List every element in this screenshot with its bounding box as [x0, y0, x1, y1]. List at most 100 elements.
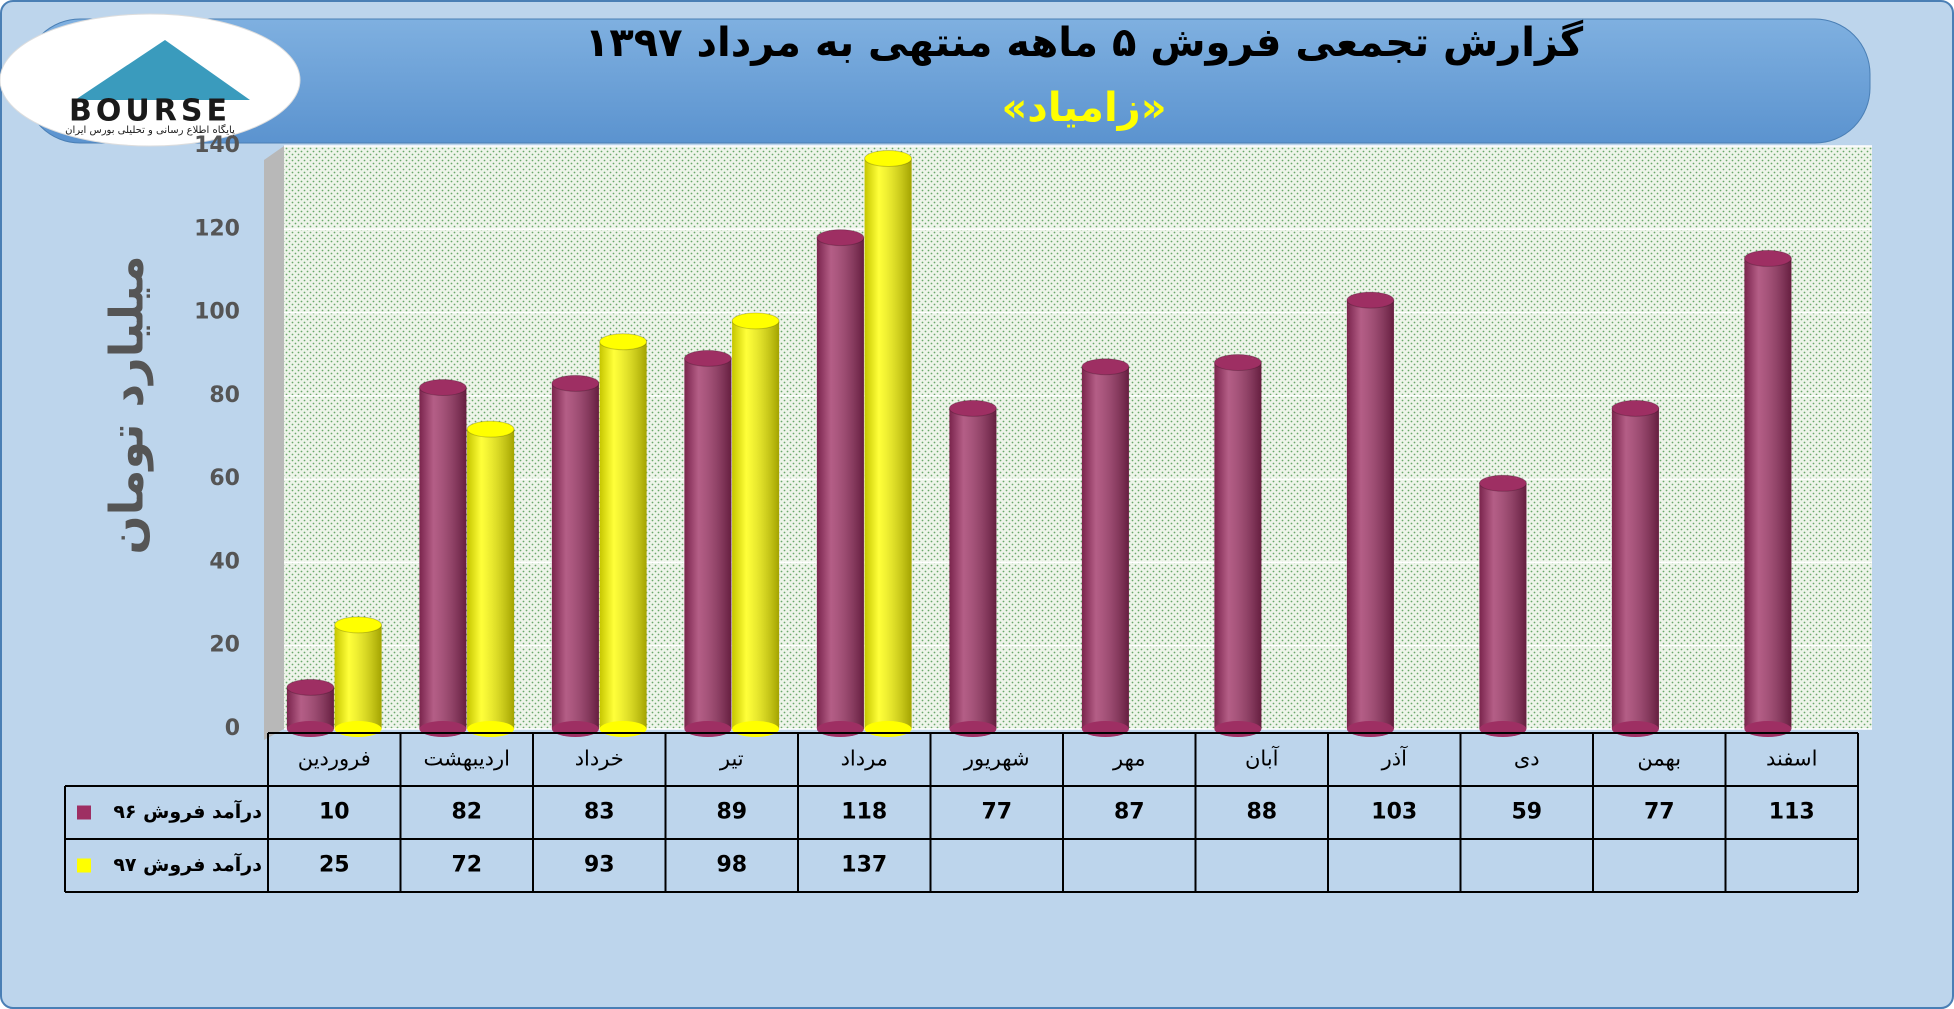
bar-top	[1743, 249, 1792, 267]
bar-shade	[816, 237, 864, 729]
plot-area	[284, 146, 1872, 729]
bar-base	[467, 721, 515, 737]
y-axis-label: میلیارد تومان	[100, 255, 154, 554]
table-value: 77	[981, 800, 1012, 825]
bar-shade	[732, 320, 780, 729]
bar-shade	[949, 408, 997, 729]
bar-shade	[1744, 258, 1792, 729]
y-tick-label: 100	[194, 300, 240, 325]
y-tick-label: 80	[209, 383, 240, 408]
chart-title: گزارش تجمعی فروش ۵ ماهه منتهی به مرداد ۱…	[585, 19, 1584, 66]
bar-shade	[334, 624, 382, 729]
bar-top	[1213, 354, 1262, 372]
bar-top	[731, 312, 780, 330]
bar-base	[1479, 721, 1527, 737]
table-value: 59	[1511, 800, 1542, 825]
bar-shade	[551, 383, 599, 729]
chart-subtitle: «زامیاد»	[1001, 85, 1166, 131]
bar-base	[732, 721, 780, 737]
x-tick-label: دی	[1514, 747, 1540, 771]
x-tick-label: تیر	[719, 747, 744, 771]
bar-top	[1478, 474, 1527, 492]
x-tick-label: آبان	[1245, 746, 1280, 771]
side-wall	[264, 146, 284, 740]
bar-base	[286, 721, 334, 737]
y-tick-label: 140	[194, 133, 240, 158]
x-tick-label: مرداد	[841, 747, 888, 771]
bar-top	[334, 616, 383, 634]
bar-base	[1081, 721, 1129, 737]
bar-shade	[684, 358, 732, 729]
legend-label: درآمد فروش ۹۷	[113, 852, 262, 876]
bar-base	[864, 721, 912, 737]
x-tick-label: مهر	[1112, 747, 1146, 771]
y-tick-label: 120	[194, 216, 240, 241]
bar-shade	[864, 158, 912, 729]
bar-base	[684, 721, 732, 737]
table-value: 98	[716, 853, 747, 878]
bar-shade	[1214, 362, 1262, 729]
bar-top	[816, 229, 865, 247]
bar-shade	[1346, 300, 1394, 729]
table-value: 89	[716, 800, 747, 825]
bar-top	[418, 379, 467, 397]
y-tick-label: 0	[225, 716, 240, 741]
y-tick-label: 20	[209, 633, 240, 658]
table-value: 87	[1114, 800, 1145, 825]
bar-base	[1346, 721, 1394, 737]
bar-top	[948, 399, 997, 417]
bar-top	[1081, 358, 1130, 376]
table-value: 113	[1769, 800, 1815, 825]
table-value: 82	[451, 800, 482, 825]
bar-shade	[1611, 408, 1659, 729]
bar-base	[419, 721, 467, 737]
bar-shade	[1081, 366, 1129, 729]
bar-top	[683, 349, 732, 367]
bar-shade	[599, 341, 647, 729]
x-tick-label: آذر	[1381, 746, 1408, 771]
x-tick-label: اردیبهشت	[423, 747, 510, 771]
bar-base	[949, 721, 997, 737]
table-value: 118	[841, 800, 887, 825]
bar-base	[551, 721, 599, 737]
bar-base	[334, 721, 382, 737]
legend-label: درآمد فروش ۹۶	[113, 799, 262, 823]
bar-shade	[419, 387, 467, 729]
bar-top	[466, 420, 515, 438]
y-tick-label: 40	[209, 549, 240, 574]
legend-swatch	[77, 805, 91, 820]
logo-name: BOURSE	[69, 94, 231, 129]
x-tick-label: اسفند	[1766, 747, 1817, 771]
table-value: 93	[584, 853, 615, 878]
table-value: 103	[1371, 800, 1417, 825]
bar-base	[816, 721, 864, 737]
x-tick-label: بهمن	[1637, 747, 1681, 771]
table-value: 137	[841, 853, 887, 878]
table-value: 88	[1246, 800, 1277, 825]
bar-top	[286, 678, 335, 696]
bar-top	[864, 149, 913, 167]
table-value: 72	[451, 853, 482, 878]
table-value: 10	[319, 800, 350, 825]
bar-top	[1346, 291, 1395, 309]
table-value: 25	[319, 853, 350, 878]
x-tick-label: خرداد	[575, 747, 624, 771]
bar-top	[551, 374, 600, 392]
x-tick-label: فروردین	[298, 747, 371, 771]
legend-swatch	[77, 858, 91, 873]
bar-base	[1214, 721, 1262, 737]
table-value: 83	[584, 800, 615, 825]
bar-shade	[467, 429, 515, 729]
logo-mark	[75, 40, 250, 100]
bar-shade	[1479, 483, 1527, 729]
bar-top	[1611, 399, 1660, 417]
bar-base	[1611, 721, 1659, 737]
logo-tagline: پایگاه اطلاع رسانی و تحلیلی بورس ایران	[65, 124, 235, 136]
bar-base	[1744, 721, 1792, 737]
bar-top	[599, 333, 648, 351]
y-tick-label: 60	[209, 466, 240, 491]
bar-base	[599, 721, 647, 737]
table-value: 77	[1644, 800, 1675, 825]
x-tick-label: شهریور	[963, 747, 1030, 771]
